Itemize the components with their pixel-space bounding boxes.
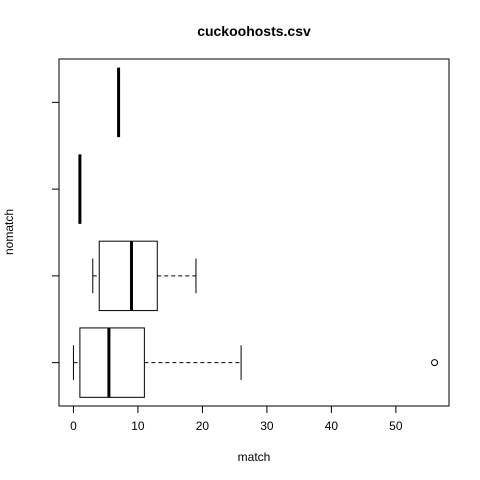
x-tick-label: 10 <box>131 419 145 433</box>
box-1 <box>72 327 439 398</box>
y-axis <box>52 101 60 364</box>
iqr-box <box>79 327 145 398</box>
x-tick-label: 50 <box>389 419 403 433</box>
outlier-point <box>431 359 439 367</box>
boxes <box>72 67 439 398</box>
box-2 <box>92 240 197 312</box>
chart-title: cuckoohosts.csv <box>197 23 311 39</box>
x-tick-label: 40 <box>325 419 339 433</box>
x-axis-label: match <box>238 450 271 464</box>
y-axis-label: nomatch <box>2 209 16 255</box>
x-tick-label: 20 <box>196 419 210 433</box>
x-tick-label: 30 <box>260 419 274 433</box>
iqr-box <box>98 240 158 312</box>
x-tick-label: 0 <box>70 419 77 433</box>
x-axis: 0 10 20 30 40 50 <box>70 405 403 433</box>
